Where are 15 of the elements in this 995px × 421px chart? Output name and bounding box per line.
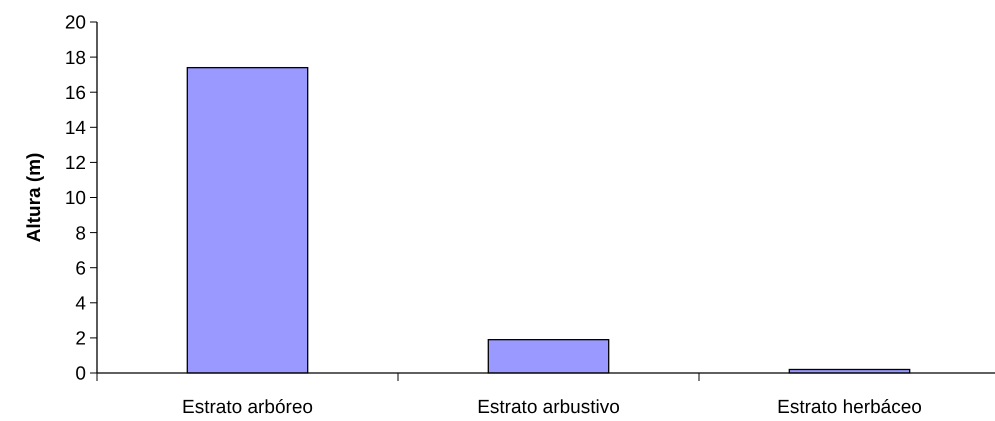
y-tick-label: 8 (75, 223, 86, 244)
x-tick-label: Estrato arbustivo (477, 397, 620, 418)
y-tick-label: 10 (64, 188, 86, 210)
y-tick-label: 18 (64, 48, 86, 69)
y-tick-label: 16 (64, 82, 86, 104)
x-tick-label: Estrato herbáceo (777, 397, 922, 418)
y-tick-label: 2 (75, 328, 86, 350)
y-tick-label: 12 (64, 153, 86, 174)
y-tick-label: 0 (75, 364, 86, 385)
y-tick-label: 6 (75, 258, 86, 280)
y-tick-label: 20 (64, 12, 86, 34)
y-tick-label: 4 (75, 293, 86, 314)
y-axis-title: Altura (m) (24, 152, 45, 242)
x-tick-label: Estrato arbóreo (182, 397, 313, 418)
y-tick-label: 14 (64, 118, 86, 139)
